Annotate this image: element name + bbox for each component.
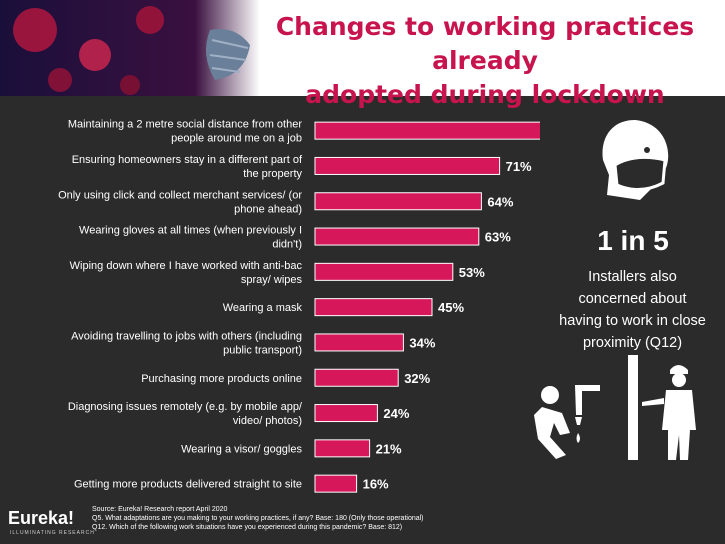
bar-category-label: Only using click and collect merchant se… — [58, 189, 302, 201]
bar-value-label: 16% — [363, 477, 389, 492]
virus-illustration — [0, 0, 260, 96]
stat-line-3: having to work in close — [559, 313, 706, 329]
bar-category-label: Wearing gloves at all times (when previo… — [79, 225, 302, 237]
bar-category-label: video/ photos) — [233, 415, 302, 427]
face-mask-icon — [602, 120, 669, 200]
bar-row: Wearing gloves at all times (when previo… — [79, 225, 511, 251]
stat-line-1: Installers also — [588, 269, 677, 285]
bar-category-label: Avoiding travelling to jobs with others … — [71, 330, 302, 342]
stat-description: Installers also concerned about having t… — [540, 266, 725, 354]
bar-row: Wearing a mask 45% — [223, 298, 464, 317]
source-line-3: Q12. Which of the following work situati… — [92, 524, 403, 531]
bar — [314, 474, 358, 493]
bar-value-label: 45% — [438, 300, 464, 315]
eureka-logo: Eureka! — [8, 508, 75, 528]
bar-row: Diagnosing issues remotely (e.g. by mobi… — [68, 401, 410, 427]
bar-row: Getting more products delivered straight… — [74, 474, 389, 493]
bar-category-label: public transport) — [223, 344, 302, 356]
bar-value-label: 63% — [485, 230, 511, 245]
bar-category-label: the property — [243, 168, 302, 180]
stat-line-4: proximity (Q12) — [582, 335, 683, 351]
bar-row: Ensuring homeowners stay in a different … — [72, 154, 532, 180]
title-line-1: Changes to working practices already — [275, 12, 695, 75]
bar — [314, 227, 480, 246]
bar-category-label: people around me on a job — [171, 133, 302, 145]
bar-value-label: 34% — [409, 335, 435, 350]
bar — [314, 192, 482, 211]
bar-category-label: Maintaining a 2 metre social distance fr… — [68, 119, 303, 131]
bar — [314, 262, 454, 281]
bar-category-label: Wearing a mask — [223, 302, 303, 314]
bar-row: Wearing a visor/ goggles 21% — [181, 439, 402, 458]
source-line-2: Q5. What adaptations are you making to y… — [92, 515, 424, 522]
bar-category-label: Ensuring homeowners stay in a different … — [72, 154, 303, 166]
bar — [314, 156, 501, 175]
kneeling-worker-icon — [534, 385, 600, 459]
title-line-2: adopted during lockdown — [305, 80, 665, 109]
bar-value-label: 53% — [459, 265, 485, 280]
source-note: Source: Eureka! Research report April 20… — [92, 505, 562, 532]
bar-chart: Maintaining a 2 metre social distance fr… — [58, 119, 540, 493]
bar-value-label: 21% — [376, 441, 402, 456]
bar-category-label: Wiping down where I have worked with ant… — [70, 260, 303, 272]
bar-value-label: 71% — [506, 159, 532, 174]
bar — [314, 121, 540, 140]
bar — [314, 333, 404, 352]
bar-value-label: 64% — [487, 194, 513, 209]
header: Changes to working practices already ado… — [0, 0, 725, 109]
bar-category-label: Getting more products delivered straight… — [74, 479, 302, 491]
stat-line-2: concerned about — [578, 291, 687, 307]
bar-row: Only using click and collect merchant se… — [58, 189, 514, 215]
bar — [314, 368, 399, 387]
bar-row: Avoiding travelling to jobs with others … — [71, 330, 436, 356]
bar-row: Wiping down where I have worked with ant… — [70, 260, 486, 286]
bar-row: Maintaining a 2 metre social distance fr… — [68, 119, 540, 145]
bar — [314, 439, 371, 458]
stat-value: 1 in 5 — [597, 225, 669, 256]
source-line-1: Source: Eureka! Research report April 20… — [92, 506, 228, 513]
bar-category-label: spray/ wipes — [241, 274, 303, 286]
logo-tagline: ILLUMINATING RESEARCH — [10, 530, 95, 536]
bar-value-label: 24% — [383, 406, 409, 421]
bar-category-label: Wearing a visor/ goggles — [181, 443, 302, 455]
bar-category-label: didn't) — [272, 239, 302, 251]
bar-category-label: Purchasing more products online — [141, 373, 302, 385]
electrician-icon — [628, 355, 696, 460]
bar — [314, 298, 433, 317]
page-title: Changes to working practices already ado… — [255, 10, 715, 112]
bar-category-label: phone ahead) — [234, 203, 302, 215]
bar-value-label: 32% — [404, 371, 430, 386]
bar — [314, 404, 378, 423]
bar-row: Purchasing more products online 32% — [141, 368, 431, 387]
bar-category-label: Diagnosing issues remotely (e.g. by mobi… — [68, 401, 303, 413]
